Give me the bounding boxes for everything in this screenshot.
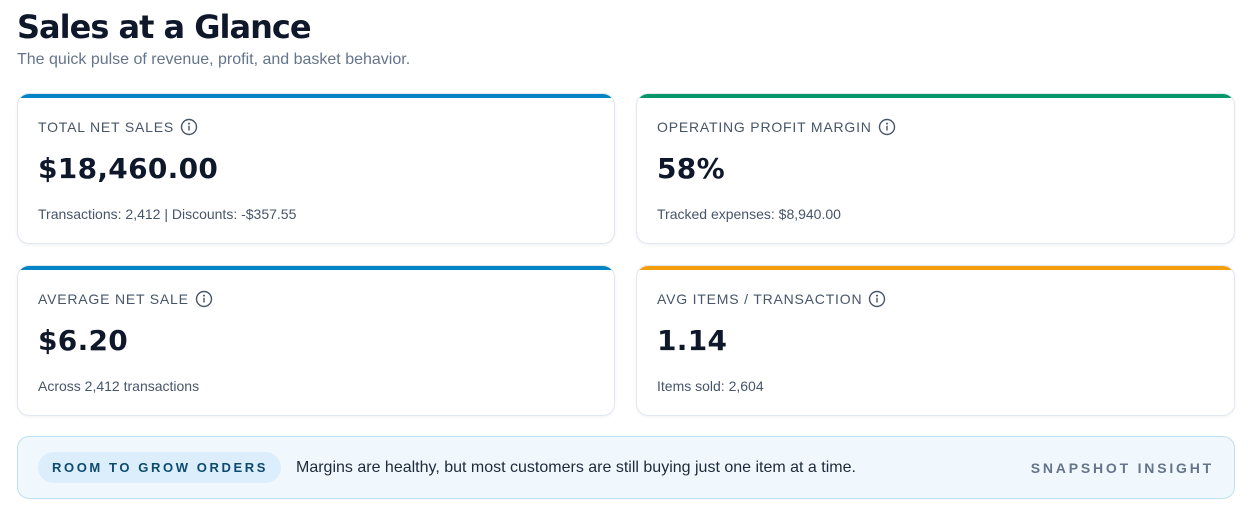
card-accent-bar [18,266,614,270]
card-subtext: Tracked expenses: $8,940.00 [657,206,841,222]
card-value: $6.20 [38,324,129,357]
page-subtitle: The quick pulse of revenue, profit, and … [17,51,411,68]
card-value: $18,460.00 [38,152,219,185]
card-label: AVERAGE NET SALE [38,291,189,307]
card-subtext: Across 2,412 transactions [38,378,200,394]
card-accent-bar [637,266,1234,270]
card-value: 58% [657,152,725,185]
info-icon[interactable] [878,118,896,136]
card-accent-bar [637,94,1234,98]
card-value: 1.14 [657,324,728,357]
page-title: Sales at a Glance [17,8,312,46]
insight-text: Margins are healthy, but most customers … [296,458,856,476]
card-subtext: Items sold: 2,604 [657,378,764,394]
card-label: TOTAL NET SALES [38,119,174,135]
page-header: Sales at a Glance The quick pulse of rev… [17,6,410,70]
insight-tag: SNAPSHOT INSIGHT [1030,459,1214,476]
kpi-card-operating-profit-margin: OPERATING PROFIT MARGIN 58% Tracked expe… [636,93,1235,244]
kpi-card-average-net-sale: AVERAGE NET SALE $6.20 Across 2,412 tran… [17,265,615,416]
kpi-grid: TOTAL NET SALES $18,460.00 Transactions:… [17,93,1235,416]
kpi-card-total-net-sales: TOTAL NET SALES $18,460.00 Transactions:… [17,93,615,244]
info-icon[interactable] [180,118,198,136]
insight-badge: ROOM TO GROW ORDERS [38,452,281,483]
info-icon[interactable] [868,290,886,308]
card-accent-bar [18,94,614,98]
card-label: OPERATING PROFIT MARGIN [657,119,872,135]
card-subtext: Transactions: 2,412 | Discounts: -$357.5… [38,206,297,222]
insight-banner: ROOM TO GROW ORDERS Margins are healthy,… [17,436,1235,499]
info-icon[interactable] [195,290,213,308]
card-label: AVG ITEMS / TRANSACTION [657,291,863,307]
kpi-card-avg-items-per-transaction: AVG ITEMS / TRANSACTION 1.14 Items sold:… [636,265,1235,416]
